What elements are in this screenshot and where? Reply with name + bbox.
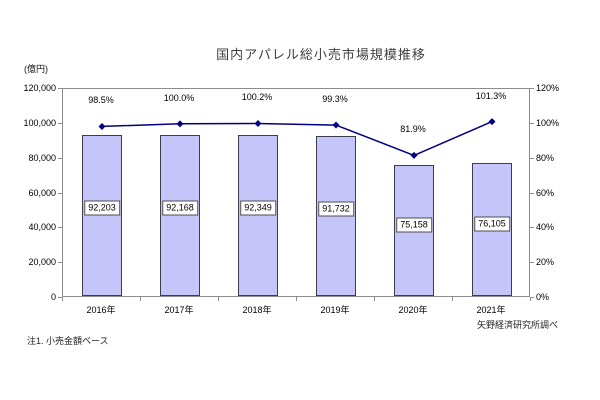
bar-value-label: 76,105: [474, 216, 510, 232]
line-point-label: 101.3%: [475, 90, 507, 101]
y-axis-tick-label-left: 60,000: [28, 187, 56, 198]
y-axis-tick-label-right: 120%: [536, 83, 560, 93]
y-axis-tick-label-left: 20,000: [28, 257, 56, 268]
y-axis-tick-label-left: 120,000: [23, 83, 56, 93]
x-axis-tick-mark: [296, 297, 297, 301]
line-point-label: 98.5%: [88, 95, 114, 106]
x-axis-tick-mark: [62, 297, 63, 301]
x-axis-category-label: 2016年: [86, 305, 116, 315]
y-axis-tick-mark: [530, 227, 534, 229]
line-point-label: 99.3%: [322, 94, 348, 105]
line-marker-diamond: [176, 120, 184, 128]
line-point-label: 81.9%: [400, 124, 426, 135]
y-axis-tick-mark: [530, 88, 534, 89]
y-axis-tick-label-right: 60%: [536, 187, 555, 198]
y-axis-tick-mark: [530, 192, 534, 194]
y-axis-tick-label-left: 0: [50, 292, 56, 302]
bar: [316, 136, 356, 296]
y-axis-tick-mark: [58, 227, 62, 229]
y-axis-tick-label-right: 40%: [536, 222, 555, 233]
y-axis-tick-label-left: 40,000: [28, 222, 56, 233]
line-marker-diamond: [98, 122, 106, 130]
bar-value-label: 92,203: [84, 200, 120, 216]
ratio-line-series: [98, 118, 496, 159]
y-axis-tick-label-right: 80%: [536, 152, 555, 163]
y-axis-tick-mark: [530, 122, 534, 124]
y-axis-tick-mark: [58, 192, 62, 194]
line-marker-diamond: [332, 121, 340, 129]
x-axis-category-label: 2019年: [320, 305, 350, 315]
bar-value-label: 92,168: [162, 200, 198, 216]
source-note: 矢野経済研究所調べ: [476, 320, 558, 330]
bar-value-label: 91,732: [318, 201, 354, 217]
bar: [82, 135, 122, 296]
footnote: 注1. 小売金額ベース: [27, 336, 109, 346]
y-axis-tick-label-right: 20%: [536, 257, 555, 268]
y-axis-tick-mark: [58, 88, 62, 89]
y-axis-tick-label-right: 0%: [536, 292, 550, 302]
plot-area: 92,203 92,168 92,349 91,732 75,158 76,105: [62, 88, 530, 297]
bar-value-label: 75,158: [396, 217, 432, 233]
bar: [160, 135, 200, 296]
y-axis-tick-mark: [58, 122, 62, 124]
y-axis-tick-label-left: 100,000: [23, 117, 56, 128]
y-axis-tick-label-left: 80,000: [28, 152, 56, 163]
line-marker-diamond: [410, 151, 418, 159]
bar-value-label: 92,349: [240, 200, 276, 216]
bar: [238, 135, 278, 296]
line-point-label: 100.2%: [241, 92, 273, 103]
x-axis-category-label: 2018年: [242, 305, 272, 315]
x-axis-tick-mark: [530, 297, 531, 301]
y-axis-tick-mark: [530, 297, 534, 298]
x-axis-category-label: 2020年: [398, 305, 428, 315]
x-axis-category-label: 2021年: [476, 305, 506, 315]
chart-title: 国内アパレル総小売市場規模推移: [216, 47, 426, 62]
x-axis-tick-mark: [374, 297, 375, 301]
y-axis-tick-mark: [530, 157, 534, 159]
y-axis-tick-mark: [58, 157, 62, 159]
y-axis-tick-mark: [58, 297, 62, 298]
x-axis-category-label: 2017年: [164, 305, 194, 315]
y-axis-tick-mark: [530, 262, 534, 264]
y-axis-tick-label-right: 100%: [536, 117, 560, 128]
x-axis-tick-mark: [140, 297, 141, 301]
line-marker-diamond: [254, 119, 262, 127]
x-axis-tick-mark: [452, 297, 453, 301]
line-marker-diamond: [488, 118, 496, 126]
line-point-label: 100.0%: [163, 92, 195, 103]
left-axis-unit-label: (億円): [24, 64, 48, 74]
x-axis-tick-mark: [218, 297, 219, 301]
y-axis-tick-mark: [58, 262, 62, 264]
